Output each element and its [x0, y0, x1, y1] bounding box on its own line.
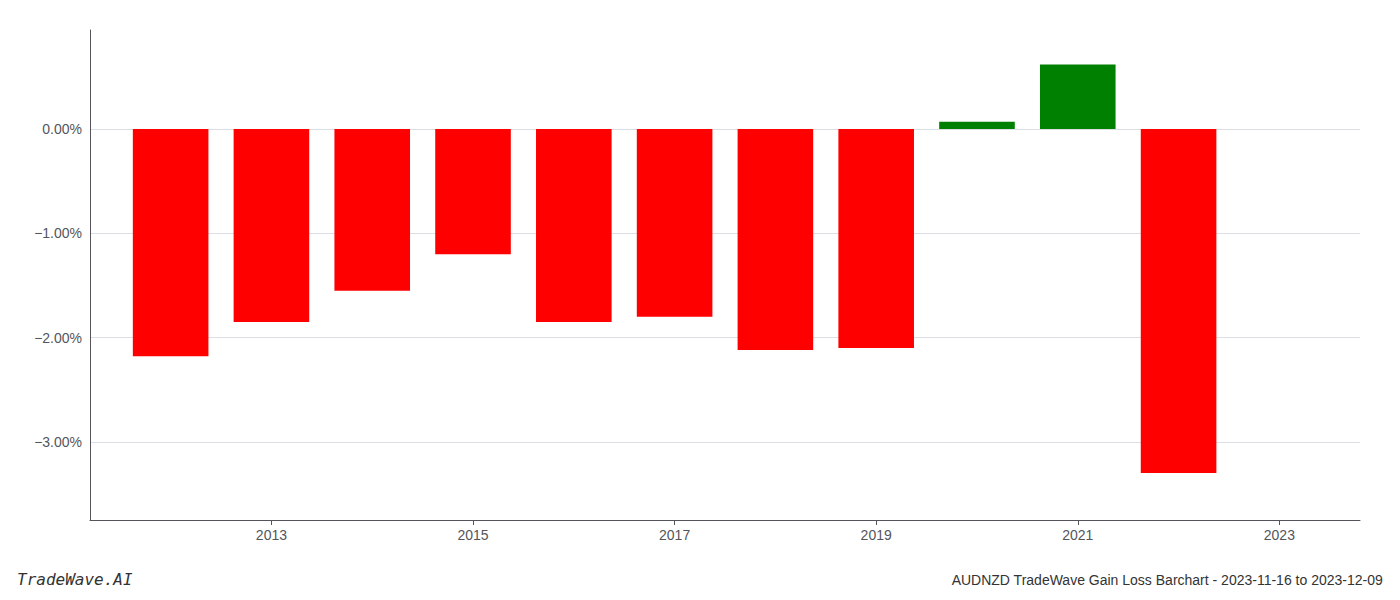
svg-text:0.00%: 0.00% — [42, 121, 82, 137]
svg-text:2019: 2019 — [861, 527, 892, 543]
svg-text:2015: 2015 — [457, 527, 488, 543]
svg-text:−1.00%: −1.00% — [34, 225, 82, 241]
svg-text:2017: 2017 — [659, 527, 690, 543]
svg-text:−3.00%: −3.00% — [34, 434, 82, 450]
svg-text:2021: 2021 — [1062, 527, 1093, 543]
svg-text:2013: 2013 — [256, 527, 287, 543]
svg-text:AUDNZD TradeWave Gain Loss Bar: AUDNZD TradeWave Gain Loss Barchart - 20… — [952, 572, 1383, 588]
svg-text:TradeWave.AI: TradeWave.AI — [17, 570, 133, 589]
svg-text:−2.00%: −2.00% — [34, 330, 82, 346]
svg-text:2023: 2023 — [1264, 527, 1295, 543]
